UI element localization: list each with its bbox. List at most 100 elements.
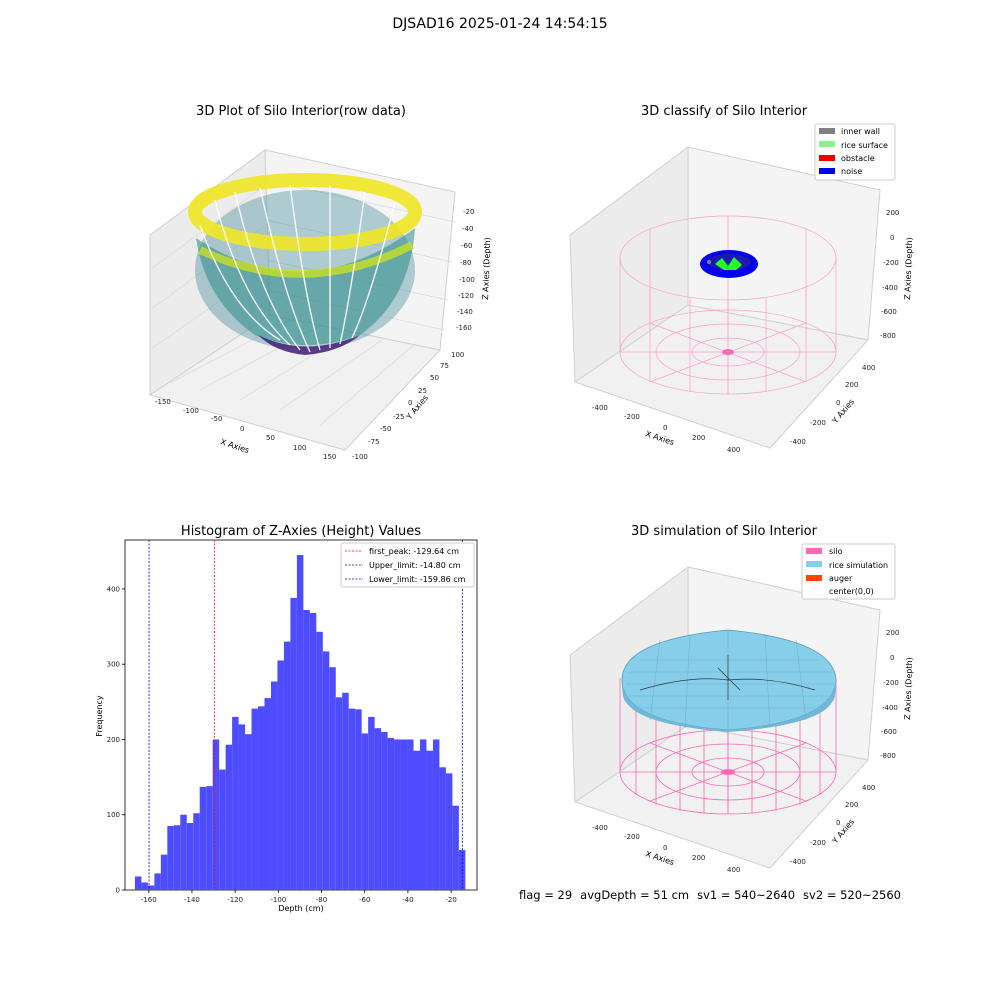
classify-y-tick: 200 [845, 381, 858, 389]
legend-label-lower-limit: Lower_limit: -159.86 cm [369, 575, 466, 584]
histogram-x-tick-label: -80 [316, 896, 327, 904]
status-footer: flag = 29 avgDepth = 51 cm sv1 = 540~2640 s… [519, 888, 909, 902]
histogram-bar [154, 873, 161, 890]
raw-x-tick: 150 [323, 453, 336, 461]
sv2-value: sv2 = 520~2560 [803, 888, 901, 902]
legend-label-rice-simulation: rice simulation [829, 561, 888, 570]
histogram-bar [245, 734, 252, 890]
classify-y-ticks: -400 -200 0 200 400 [790, 364, 875, 446]
histogram-bar [180, 814, 187, 890]
legend-swatch-noise [819, 168, 835, 174]
histogram-bar [394, 739, 401, 890]
legend-label-upper-limit: Upper_limit: -14.80 cm [369, 561, 461, 570]
histogram-bar [400, 739, 408, 890]
simulation-z-ticks: 200 0 -200 -400 -600 -800 [880, 629, 899, 760]
histogram-bar [426, 750, 433, 890]
raw-y-tick: -50 [380, 425, 391, 433]
raw-z-ticks: -20 -40 -60 -80 -100 -120 -140 -160 [456, 208, 475, 332]
raw-z-tick: -40 [462, 225, 473, 233]
raw-z-tick: -140 [457, 308, 473, 316]
histogram-bar [316, 631, 323, 890]
histogram-bar [199, 786, 207, 890]
simulation-y-tick: 0 [836, 819, 840, 827]
histogram-bar [186, 823, 194, 890]
classify-y-tick: 400 [862, 364, 875, 372]
raw-y-tick: 100 [451, 351, 464, 359]
histogram-bar [225, 744, 233, 890]
histogram-y-tick-label: 0 [116, 887, 120, 895]
raw-z-tick: -20 [463, 208, 474, 216]
simulation-z-label: Z Axies (Depth) [903, 657, 914, 720]
raw-z-tick: -120 [458, 292, 474, 300]
histogram-bar [329, 667, 336, 890]
histogram-bar [193, 813, 200, 890]
raw-x-tick: -50 [211, 415, 222, 423]
classify-x-tick: 0 [663, 424, 667, 432]
histogram-bar [335, 697, 343, 890]
histogram-bar [296, 555, 304, 890]
histogram-bar [445, 773, 453, 890]
raw-y-tick: 75 [440, 362, 449, 370]
sv1-value: sv1 = 540~2640 [697, 888, 796, 902]
simulation-z-tick: 0 [890, 654, 894, 662]
histogram-bar [283, 641, 291, 890]
classify-z-tick: 200 [886, 209, 899, 217]
histogram-bar [322, 651, 330, 890]
legend-swatch-obstacle [819, 155, 835, 161]
histogram-y-tick-label: 300 [107, 661, 120, 669]
raw-plot-title: 3D Plot of Silo Interior(row data) [196, 104, 406, 119]
histogram-bar [432, 739, 440, 890]
histogram-bar [361, 733, 369, 890]
histogram-bar [270, 681, 278, 890]
histogram-x-ticks: -160 -140 -120 -100 -80 -60 -40 -20 [141, 890, 457, 904]
legend-label-center: center(0,0) [829, 587, 874, 596]
raw-y-tick: 0 [408, 399, 412, 407]
simulation-x-ticks: -400 -200 0 200 400 [592, 824, 740, 874]
classify-plot-title: 3D classify of Silo Interior [640, 104, 808, 119]
simulation-x-tick: 400 [727, 866, 740, 874]
histogram-x-label: Depth (cm) [278, 904, 323, 913]
legend-swatch-rice-simulation [806, 561, 822, 567]
simulation-plot-title: 3D simulation of Silo Interior [631, 524, 817, 539]
classify-x-tick: -200 [624, 413, 640, 421]
raw-z-tick: -100 [459, 276, 475, 284]
legend-swatch-silo [806, 548, 822, 554]
classify-z-tick: -600 [881, 308, 897, 316]
simulation-y-tick: -200 [810, 839, 826, 847]
histogram-bar [264, 698, 271, 890]
classify-3d-axes-panes [569, 146, 881, 449]
histogram-bar [407, 739, 414, 890]
histogram-title: Histogram of Z-Axies (Height) Values [180, 524, 422, 539]
histogram-bar [206, 786, 213, 890]
rice-simulation-surface [621, 629, 837, 732]
histogram-bar [374, 728, 382, 890]
simulation-x-tick: 0 [663, 844, 667, 852]
raw-z-tick: -80 [460, 259, 471, 267]
simulation-z-tick: 200 [886, 629, 899, 637]
histogram-bar [348, 708, 356, 890]
histogram-x-tick-label: -20 [445, 896, 456, 904]
histogram-x-tick-label: -160 [141, 896, 157, 904]
histogram-x-tick-label: -140 [184, 896, 200, 904]
histogram-bar [147, 885, 155, 890]
histogram-bar [439, 767, 446, 890]
histogram-legend: first_peak: -129.64 cm Upper_limit: -14.… [340, 542, 475, 588]
histogram-bar [413, 750, 420, 890]
histogram-y-label: Frequency [95, 695, 104, 737]
simulation-y-label: Y Axies [830, 817, 856, 846]
histogram-bar [290, 597, 297, 890]
raw-x-tick: -150 [155, 398, 171, 406]
raw-z-tick: -60 [461, 242, 472, 250]
raw-x-tick: 100 [293, 444, 306, 452]
legend-label-auger: auger [829, 574, 853, 583]
legend-swatch-auger [806, 575, 822, 581]
raw-z-label: Z Axies (Depth) [481, 237, 492, 300]
raw-x-tick: -100 [183, 407, 199, 415]
simulation-y-ticks: -400 -200 0 200 400 [790, 784, 875, 866]
simulation-y-tick: 400 [862, 784, 875, 792]
histogram-x-tick-label: -40 [402, 896, 413, 904]
classify-z-ticks: 200 0 -200 -400 -600 -800 [880, 209, 899, 340]
